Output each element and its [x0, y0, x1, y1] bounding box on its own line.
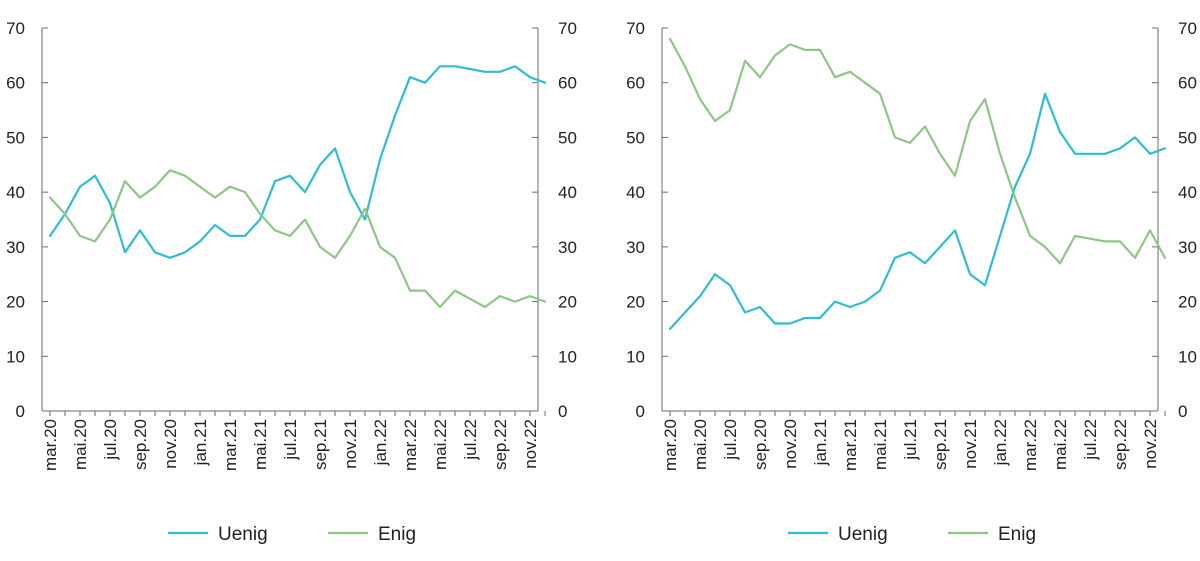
x-tick-label: mar.21	[221, 419, 240, 471]
y-tick-label-right: 10	[1178, 347, 1197, 366]
x-tick-label: nov.20	[161, 419, 180, 469]
y-tick-label-left: 20	[6, 293, 25, 312]
y-tick-label-right: 0	[1178, 402, 1187, 421]
chart-panel-2: 0 0 10 10 20 20 30 30 40 40 50 50 60 60 70 70 mar.20 mai.…	[626, 19, 1197, 545]
x-tick-label: sep.20	[131, 419, 150, 470]
legend-label-enig: Enig	[378, 524, 416, 545]
legend-label-uenig: Uenig	[218, 524, 268, 545]
x-tick-label: jan.21	[811, 419, 830, 466]
y-tick-label-right: 40	[558, 183, 577, 202]
y-tick-label-right: 40	[1178, 183, 1197, 202]
legend-label-uenig: Uenig	[838, 524, 888, 545]
x-tick-label: mai.20	[71, 419, 90, 470]
x-tick-label: sep.22	[1111, 419, 1130, 470]
x-tick-label: mai.20	[691, 419, 710, 470]
y-tick-label-left: 50	[6, 128, 25, 147]
series-line-enig	[668, 37, 1167, 265]
x-tick-label: jul.21	[901, 419, 920, 461]
y-tick-label-left: 40	[6, 183, 25, 202]
y-tick-label-left: 70	[626, 19, 645, 38]
y-tick-label-left: 30	[6, 238, 25, 257]
series-line-uenig	[48, 65, 547, 259]
chart-panel-1: 0 0 10 10 20 20 30 30 40 40 50 50 60 60 70 70 mar.20 mai.…	[6, 19, 577, 545]
y-tick-label-right: 20	[1178, 293, 1197, 312]
x-tick-label: jul.22	[461, 419, 480, 461]
x-tick-label: jan.22	[371, 419, 390, 466]
y-tick-label-right: 30	[1178, 238, 1197, 257]
x-tick-label: jan.22	[991, 419, 1010, 466]
x-tick-label: nov.22	[521, 419, 540, 469]
x-tick-label: jul.20	[101, 419, 120, 461]
y-tick-label-right: 60	[1178, 74, 1197, 93]
x-tick-label: mai.22	[1051, 419, 1070, 470]
y-tick-label-left: 20	[626, 293, 645, 312]
x-tick-label: mai.21	[251, 419, 270, 470]
y-tick-label-left: 10	[626, 347, 645, 366]
x-tick-label: mar.20	[41, 419, 60, 471]
x-tick-label: mai.21	[871, 419, 890, 470]
x-tick-label: jul.20	[721, 419, 740, 461]
series-line-enig	[48, 169, 547, 309]
y-tick-label-left: 70	[6, 19, 25, 38]
x-tick-label: mar.22	[1021, 419, 1040, 471]
x-tick-label: mai.22	[431, 419, 450, 470]
x-tick-label: jul.21	[281, 419, 300, 461]
x-tick-label: jan.21	[191, 419, 210, 466]
y-tick-label-left: 0	[16, 402, 25, 421]
y-tick-label-left: 60	[626, 74, 645, 93]
x-tick-label: mar.21	[841, 419, 860, 471]
x-tick-label: sep.22	[491, 419, 510, 470]
x-tick-label: mar.22	[401, 419, 420, 471]
y-tick-label-left: 30	[626, 238, 645, 257]
y-tick-label-left: 60	[6, 74, 25, 93]
x-tick-label: sep.20	[751, 419, 770, 470]
x-tick-label: sep.21	[311, 419, 330, 470]
y-tick-label-left: 0	[636, 402, 645, 421]
series-line-uenig	[668, 92, 1167, 330]
legend-label-enig: Enig	[998, 524, 1036, 545]
x-tick-label: nov.21	[341, 419, 360, 469]
y-tick-label-right: 20	[558, 293, 577, 312]
x-tick-label: nov.22	[1141, 419, 1160, 469]
y-tick-label-right: 50	[1178, 128, 1197, 147]
x-tick-label: jul.22	[1081, 419, 1100, 461]
y-tick-label-left: 40	[626, 183, 645, 202]
y-tick-label-right: 10	[558, 347, 577, 366]
x-tick-label: sep.21	[931, 419, 950, 470]
y-tick-label-right: 70	[558, 19, 577, 38]
y-tick-label-right: 60	[558, 74, 577, 93]
y-tick-label-left: 50	[626, 128, 645, 147]
x-tick-label: nov.21	[961, 419, 980, 469]
y-tick-label-right: 70	[1178, 19, 1197, 38]
y-tick-label-left: 10	[6, 347, 25, 366]
y-tick-label-right: 30	[558, 238, 577, 257]
y-tick-label-right: 0	[558, 402, 567, 421]
y-tick-label-right: 50	[558, 128, 577, 147]
x-tick-label: mar.20	[661, 419, 680, 471]
x-tick-label: nov.20	[781, 419, 800, 469]
